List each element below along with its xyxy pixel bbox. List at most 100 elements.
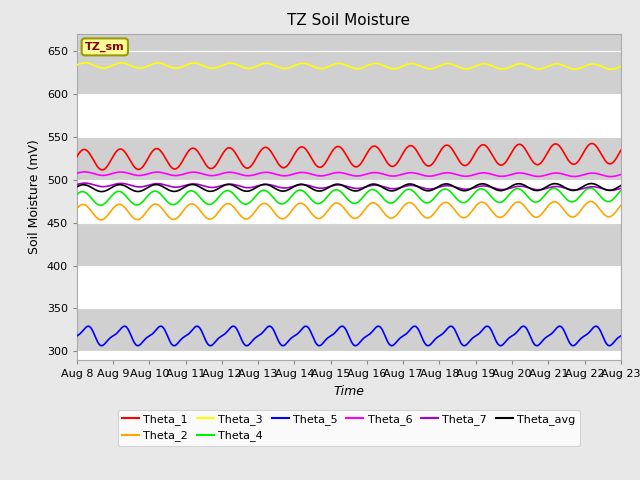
Theta_3	[602, 65, 609, 71]
Theta_5	[351, 343, 359, 348]
Theta_2	[587, 199, 595, 204]
Theta_5	[602, 339, 609, 345]
Theta_2	[502, 212, 509, 217]
Line: Theta_4: Theta_4	[77, 188, 621, 205]
Theta_7	[81, 180, 89, 186]
Theta_3	[101, 65, 109, 71]
Theta_7	[502, 186, 509, 192]
Theta_6	[502, 173, 509, 179]
Theta_4	[323, 194, 331, 200]
Bar	[77, 309, 621, 351]
Theta_4	[101, 201, 109, 206]
Theta_avg	[98, 189, 106, 194]
Theta_2	[323, 209, 331, 215]
Theta_7	[607, 187, 615, 193]
Legend: Theta_1, Theta_2, Theta_3, Theta_4, Theta_5, Theta_6, Theta_7, Theta_avg: Theta_1, Theta_2, Theta_3, Theta_4, Thet…	[118, 409, 580, 446]
Theta_1	[502, 159, 509, 165]
Bar	[77, 265, 621, 309]
Theta_avg	[588, 180, 595, 186]
Theta_7	[101, 184, 109, 190]
Theta_4	[602, 198, 609, 204]
Line: Theta_3: Theta_3	[77, 63, 621, 69]
Theta_6	[73, 170, 81, 176]
Theta_4	[73, 192, 81, 197]
Theta_4	[502, 196, 509, 202]
Theta_4	[617, 188, 625, 193]
Line: Theta_5: Theta_5	[77, 326, 621, 346]
Theta_1	[602, 158, 609, 164]
Theta_6	[607, 174, 614, 180]
Line: Theta_7: Theta_7	[77, 183, 621, 190]
Theta_7	[338, 182, 346, 188]
Theta_1	[73, 154, 81, 160]
Theta_4	[97, 203, 104, 208]
Theta_2	[617, 203, 625, 208]
Theta_6	[323, 172, 331, 178]
Theta_avg	[101, 188, 109, 194]
Theta_3	[73, 62, 81, 68]
Theta_avg	[502, 187, 509, 192]
Theta_6	[101, 172, 109, 178]
Theta_1	[588, 141, 596, 146]
Theta_avg	[602, 187, 609, 192]
Theta_2	[101, 216, 109, 221]
Theta_3	[323, 64, 331, 70]
X-axis label: Time: Time	[333, 384, 364, 397]
Bar	[77, 180, 621, 223]
Theta_5	[323, 336, 331, 342]
Theta_avg	[338, 182, 346, 188]
Theta_5	[337, 324, 345, 329]
Theta_3	[81, 60, 89, 66]
Theta_7	[601, 187, 609, 192]
Theta_5	[602, 339, 609, 345]
Theta_4	[602, 198, 609, 204]
Theta_1	[617, 147, 625, 153]
Bar	[77, 94, 621, 137]
Bar	[77, 351, 621, 360]
Theta_7	[73, 181, 81, 187]
Theta_2	[602, 213, 609, 218]
Bar	[77, 51, 621, 94]
Theta_3	[617, 63, 625, 69]
Theta_avg	[323, 185, 331, 191]
Theta_1	[323, 157, 331, 163]
Theta_3	[601, 65, 609, 71]
Theta_1	[101, 166, 109, 172]
Theta_6	[338, 170, 346, 176]
Theta_2	[338, 203, 346, 208]
Theta_avg	[73, 184, 81, 190]
Theta_5	[73, 333, 81, 339]
Theta_7	[602, 187, 609, 192]
Theta_3	[338, 61, 346, 67]
Theta_2	[97, 217, 105, 223]
Theta_1	[338, 145, 346, 151]
Bar	[77, 137, 621, 180]
Theta_4	[338, 190, 346, 195]
Theta_6	[617, 172, 625, 178]
Theta_7	[323, 184, 331, 190]
Theta_7	[617, 185, 625, 191]
Text: TZ_sm: TZ_sm	[85, 42, 125, 52]
Theta_6	[601, 173, 609, 179]
Line: Theta_6: Theta_6	[77, 172, 621, 177]
Theta_5	[100, 341, 108, 347]
Theta_3	[607, 66, 615, 72]
Theta_1	[602, 158, 609, 164]
Theta_4	[586, 185, 594, 191]
Theta_5	[617, 333, 625, 339]
Theta_6	[602, 173, 609, 179]
Line: Theta_1: Theta_1	[77, 144, 621, 170]
Theta_5	[339, 324, 346, 329]
Theta_avg	[617, 183, 625, 189]
Y-axis label: Soil Moisture (mV): Soil Moisture (mV)	[28, 139, 41, 254]
Title: TZ Soil Moisture: TZ Soil Moisture	[287, 13, 410, 28]
Theta_2	[73, 205, 81, 211]
Bar	[77, 223, 621, 265]
Theta_avg	[602, 187, 609, 192]
Bar	[77, 34, 621, 51]
Theta_2	[602, 213, 609, 218]
Line: Theta_avg: Theta_avg	[77, 183, 621, 192]
Theta_1	[99, 167, 106, 173]
Theta_6	[81, 169, 88, 175]
Theta_5	[502, 338, 509, 344]
